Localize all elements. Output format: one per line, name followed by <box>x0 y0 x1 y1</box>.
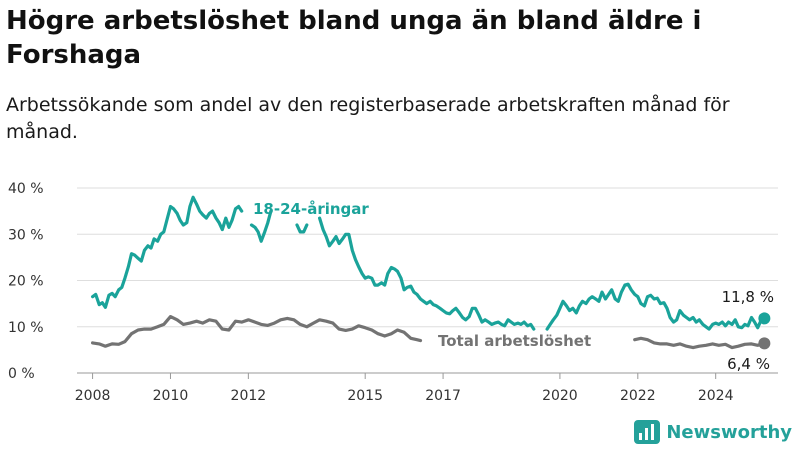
x-axis: 2008 2010 2012 2015 2017 2020 2022 2024 <box>75 372 778 404</box>
series-end-dot-youth <box>758 312 771 325</box>
x-tick-label: 2008 <box>75 388 111 404</box>
total-last-value-label: 6,4 % <box>727 355 770 373</box>
series-label-total: Total arbetslöshet <box>438 332 591 350</box>
x-tick-label: 2015 <box>347 388 383 404</box>
newsworthy-icon <box>634 420 661 444</box>
x-tick-label: 2020 <box>542 388 578 404</box>
y-axis: 0 % 10 % 20 % 30 % 40 % <box>8 181 44 382</box>
y-tick-label: 20 % <box>8 274 44 290</box>
x-tick-label: 2017 <box>425 388 461 404</box>
y-tick-label: 10 % <box>8 320 44 336</box>
annotations: 18-24-åringar Total arbetslöshet 11,8 % … <box>253 200 774 373</box>
gridlines <box>77 187 778 328</box>
x-tick-label: 2012 <box>231 388 267 404</box>
series-end-dot-total <box>758 337 771 350</box>
x-tick-label: 2010 <box>153 388 189 404</box>
series-label-youth: 18-24-åringar <box>253 200 369 218</box>
chart-title: Högre arbetslöshet bland unga än bland ä… <box>6 6 702 70</box>
brand-logo: Newsworthy <box>634 420 792 444</box>
y-tick-label: 40 % <box>8 181 44 197</box>
youth-last-value-label: 11,8 % <box>722 288 774 306</box>
series-lines <box>91 195 771 350</box>
series-line-total <box>91 315 766 350</box>
y-tick-label: 0 % <box>8 366 35 382</box>
x-tick-label: 2024 <box>698 388 734 404</box>
brand-name: Newsworthy <box>666 421 792 443</box>
x-tick-label: 2022 <box>620 388 656 404</box>
chart-subtitle: Arbetssökande som andel av den registerb… <box>6 94 730 143</box>
series-line-youth <box>91 195 766 331</box>
y-tick-label: 30 % <box>8 227 44 243</box>
